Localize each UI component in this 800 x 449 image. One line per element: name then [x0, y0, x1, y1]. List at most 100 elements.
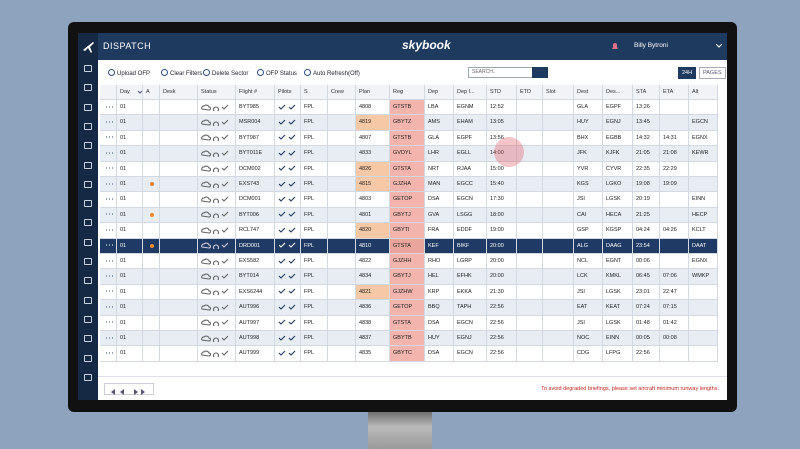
search-input[interactable]: SEARCH.. — [468, 67, 535, 78]
flight-row[interactable]: 01 DRD001 FPL 4810 GTSTA KEF BIKF 20:00 ALG DAAG 2… — [100, 238, 718, 254]
status-icons — [201, 273, 229, 282]
column-label[interactable]: STD — [490, 89, 501, 95]
cell-text: 06:45 — [636, 273, 650, 280]
cell-desk — [160, 254, 198, 269]
row-actions — [100, 115, 117, 130]
column-label[interactable]: Day — [120, 89, 130, 95]
cell-std: 15:00 — [487, 161, 517, 176]
flight-row[interactable]: 01 BYT987 FPL 4807 GTSTB GLA EGPF 13:56 BHX EGBB 1… — [100, 130, 718, 147]
flight-row[interactable]: 01 EXS6244 FPL 4821 GJZHW KRP EKKA 21:30 JSI LGSK… — [100, 284, 718, 301]
view-button[interactable]: PAGES — [699, 67, 726, 79]
flight-row[interactable]: 01 AUT996 FPL 4836 GETOP BBQ TAPH 22:56 EAT KEAT 0… — [100, 300, 718, 316]
flight-row[interactable]: 01 DCM001 FPL 4803 GETOP DSA EGCN 17:30 JSI LGSK 2… — [100, 192, 718, 208]
column-label[interactable]: ETD — [520, 89, 531, 95]
more-icon — [106, 121, 113, 123]
sidebar-icon[interactable] — [84, 122, 92, 130]
column-label[interactable]: Desk — [163, 89, 176, 95]
cell-day: 01 — [117, 115, 143, 130]
flight-row[interactable]: 01 BYT014 FPL 4834 GBYTJ HEL EFHK 20:00 LCK KMKL 0… — [100, 269, 718, 285]
cell-text: EGNX — [692, 258, 708, 264]
toolbar-button[interactable]: OFP Status — [257, 69, 297, 77]
sidebar-icon[interactable] — [84, 142, 92, 150]
cell-sta: 20:19 — [633, 192, 660, 207]
cell-dep-icao: RJAA — [454, 161, 487, 176]
bell-icon[interactable] — [611, 42, 619, 51]
column-label[interactable]: Slot — [546, 89, 556, 95]
column-label[interactable]: Crew — [331, 89, 344, 95]
sidebar-icon[interactable] — [84, 296, 92, 304]
column-label[interactable]: Flight # — [239, 89, 258, 95]
cell-a — [143, 315, 160, 330]
sidebar-icon[interactable] — [84, 219, 92, 227]
pagination[interactable] — [104, 383, 154, 395]
toolbar-button[interactable]: Clear Filters — [161, 69, 202, 77]
sidebar-icon[interactable] — [84, 84, 92, 92]
flight-row[interactable]: 01 BYT006 FPL 4801 GBYTJ GVA LSGG 18:00 CAI HECA 2… — [100, 207, 718, 224]
sidebar-icon[interactable] — [84, 335, 92, 343]
sidebar-icon[interactable] — [84, 373, 92, 381]
column-label[interactable]: A — [146, 89, 150, 95]
icon-path — [201, 134, 211, 141]
cell-day: 01 — [117, 177, 143, 192]
user-menu[interactable]: Billy Bytroni — [634, 42, 668, 49]
cell-text: 01 — [120, 242, 127, 249]
cell-etd — [517, 254, 543, 269]
flight-row[interactable]: 01 EXS582 FPL 4822 GJZHH RHO LGRP 20:00 NCL EGNT 0… — [100, 254, 718, 270]
cell-dest-icao: LGKO — [603, 177, 633, 192]
cell-dep-icao: LGRP — [454, 254, 487, 269]
sidebar-icon[interactable] — [84, 161, 92, 169]
cell-status — [198, 269, 236, 284]
column-label[interactable]: Status — [201, 89, 217, 95]
column-header: STA — [633, 85, 660, 100]
column-label[interactable]: Dep I... — [457, 89, 475, 95]
column-label[interactable]: Dep — [428, 89, 439, 95]
sidebar-icon[interactable] — [84, 354, 92, 362]
sidebar-icon[interactable] — [84, 315, 92, 323]
cell-text: FPL — [304, 211, 315, 218]
flight-row[interactable]: 01 EXS743 FPL 4815 GJZHA MAN EGCC 15:40 KGS LGKO 1… — [100, 177, 718, 193]
cell-dest-icao: EINN — [603, 331, 633, 346]
icon-path — [201, 319, 211, 326]
column-label[interactable]: STA — [636, 89, 647, 95]
cell-flight: AUT999 — [236, 346, 275, 361]
sidebar-icon[interactable] — [84, 103, 92, 111]
column-label[interactable]: Plan — [359, 89, 371, 95]
cell-text: 4808 — [359, 104, 372, 110]
cell-text: LCK — [577, 273, 588, 280]
flight-row[interactable]: 01 BYT011E FPL 4833 GVDYL LHR EGLL 14:00 JFK KJFK… — [100, 146, 718, 162]
toolbar-button[interactable]: Upload OFP — [108, 69, 150, 77]
flight-row[interactable]: 01 RCL747 FPL 4820 GBYTI FRA EDDF 19:00 GSP KGSP 0… — [100, 223, 718, 239]
sidebar-icon[interactable] — [84, 65, 92, 72]
search-button[interactable] — [532, 67, 548, 78]
view-button[interactable]: 24H — [678, 67, 697, 79]
cell-std: 22:56 — [487, 300, 517, 315]
column-label[interactable]: Des... — [606, 89, 621, 95]
flight-row[interactable]: 01 AUT999 FPL 4835 GBYTC DSA EGCN 22:56 CDG LFPG 2… — [100, 346, 718, 362]
flight-row[interactable]: 01 DCM002 FPL 4826 GTSTA NRT RJAA 15:00 YVR CYVR 2… — [100, 161, 718, 177]
column-label[interactable]: Reg — [393, 89, 404, 95]
cell-dest: GSP — [574, 223, 603, 238]
flight-row[interactable]: 01 AUT997 FPL 4838 GTSTA DSA EGCN 22:56 JSI LGSK 0… — [100, 315, 718, 331]
sidebar-icon[interactable] — [84, 200, 92, 208]
cell-text: 01 — [120, 211, 127, 218]
toolbar-button[interactable]: Auto Refresh(Off) — [304, 69, 360, 77]
flight-row[interactable]: 01 BYT985 FPL 4808 GTSTB LBA EGNM 12:52 GLA EGPF 1… — [100, 100, 718, 116]
logo: skybook — [402, 38, 451, 52]
column-label[interactable]: ETA — [663, 89, 674, 95]
cell-dep: BBQ — [425, 300, 454, 315]
toolbar-button[interactable]: Delete Sector — [203, 69, 248, 77]
column-label[interactable]: Alt — [692, 89, 699, 95]
column-label[interactable]: Dest — [577, 89, 589, 95]
sidebar-icon[interactable] — [84, 277, 92, 285]
flight-row[interactable]: 01 MSR004 FPL 4819 GBYTZ AMS EHAM 13:05 HUY EGNJ 1… — [100, 115, 718, 131]
flight-row[interactable]: 01 AUT998 FPL 4837 GBYTB HUY EGNJ 22:56 NOC EINN 0… — [100, 331, 718, 347]
cell-dep-icao: TAPH — [454, 300, 487, 315]
sidebar-icon[interactable] — [84, 180, 92, 188]
column-label[interactable]: Pilots — [278, 89, 292, 95]
cell-text: DCM001 — [239, 196, 261, 203]
status-icons — [201, 350, 229, 359]
sidebar-icon[interactable] — [84, 258, 92, 265]
column-label[interactable]: S — [304, 89, 308, 95]
sidebar-icon[interactable] — [84, 238, 92, 246]
cell-status — [198, 177, 236, 192]
